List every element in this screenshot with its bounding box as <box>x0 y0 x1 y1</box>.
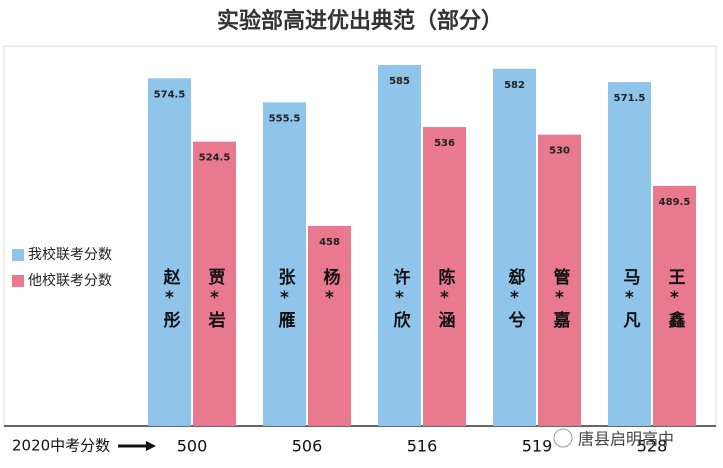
watermark-text: 唐县启明高中 <box>578 430 674 449</box>
value-label: 571.5 <box>614 93 646 104</box>
bar <box>193 141 236 426</box>
bar-name: 管*嘉 <box>550 267 572 331</box>
bar-name: 陈*涵 <box>435 267 456 331</box>
bar <box>378 65 421 426</box>
legend-swatch <box>12 249 24 261</box>
value-label: 582 <box>504 80 525 91</box>
value-label: 524.5 <box>199 153 231 164</box>
bar <box>148 78 191 427</box>
bar-name: 许*欣 <box>390 267 411 331</box>
value-label: 489.5 <box>659 197 691 208</box>
bar <box>263 102 306 426</box>
bar-name: 郄*兮 <box>505 267 527 331</box>
bar <box>538 134 581 426</box>
bar-name: 赵*彤 <box>160 267 182 331</box>
x-tick-label: 519 <box>522 437 553 456</box>
value-label: 536 <box>434 138 455 149</box>
value-label: 458 <box>319 237 340 248</box>
legend-label: 他校联考分数 <box>28 272 112 289</box>
value-label: 530 <box>549 146 570 157</box>
x-tick-label: 500 <box>177 437 208 456</box>
bar <box>308 225 351 426</box>
bar <box>493 68 536 427</box>
watermark-icon <box>553 428 573 448</box>
bar-name: 张*雁 <box>275 268 296 331</box>
x-tick-label: 506 <box>292 437 323 456</box>
value-label: 555.5 <box>269 113 301 124</box>
value-label: 574.5 <box>154 89 186 100</box>
legend-swatch <box>12 275 24 287</box>
chart-title: 实验部高进优出典范（部分） <box>217 8 503 34</box>
legend-label: 我校联考分数 <box>28 246 112 263</box>
bar-name: 杨* <box>320 267 341 311</box>
bar-name: 王*鑫 <box>665 268 687 331</box>
bar <box>608 82 651 426</box>
arrow-head <box>146 441 156 451</box>
value-label: 585 <box>389 76 410 87</box>
x-tick-label: 516 <box>407 437 438 456</box>
x-tick-label: 528 <box>637 437 668 456</box>
watermark: 唐县启明高中 <box>553 428 674 449</box>
bar-name: 贾*岩 <box>205 268 227 331</box>
bar <box>423 127 466 427</box>
x-axis-label: 2020中考分数 <box>12 437 110 455</box>
bar <box>653 185 696 426</box>
bar-name: 马*凡 <box>620 268 641 331</box>
